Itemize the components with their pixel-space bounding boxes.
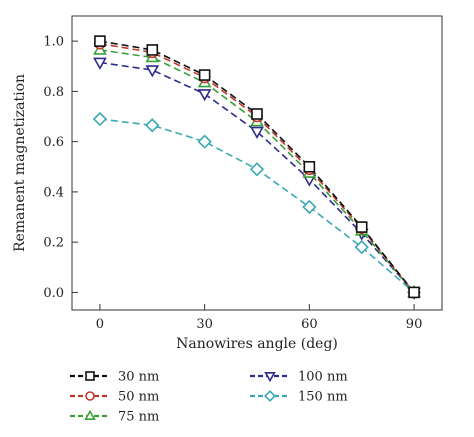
data-point: [250, 126, 264, 139]
legend-item: 30 nm: [70, 370, 159, 385]
legend-label: 50 nm: [118, 390, 159, 405]
y-tick-label: 0.8: [43, 85, 64, 100]
y-tick-label: 0.6: [43, 135, 64, 150]
data-point: [249, 162, 265, 177]
data-point: [94, 35, 106, 47]
y-tick-label: 0.4: [43, 185, 64, 200]
series-line: [99, 118, 415, 294]
legend-marker: [85, 371, 95, 381]
x-tick-label: 0: [96, 317, 104, 332]
y-tick-label: 0.2: [43, 236, 64, 251]
data-point: [146, 44, 159, 56]
plot-area: [92, 35, 422, 300]
y-axis-ticks: 0.0 0.2 0.4 0.6 0.8 1.0: [43, 35, 78, 301]
x-tick-label: 90: [406, 317, 423, 332]
legend-marker: [264, 371, 276, 383]
legend-item: 75 nm: [70, 410, 159, 425]
x-tick-label: 60: [301, 317, 318, 332]
data-point: [408, 286, 420, 299]
legend-item: 150 nm: [250, 390, 348, 405]
data-point: [197, 89, 212, 102]
legend-marker: [85, 391, 95, 401]
data-point: [355, 221, 368, 233]
series-line: [99, 61, 415, 293]
data-point: [303, 160, 316, 173]
legend-label: 100 nm: [298, 370, 348, 385]
legend-label: 75 nm: [118, 410, 159, 425]
data-point: [354, 240, 369, 255]
y-tick-label: 1.0: [43, 35, 64, 50]
legend-item: 100 nm: [250, 370, 348, 385]
data-point: [198, 69, 211, 81]
data-point: [92, 111, 108, 127]
plot-frame: [71, 15, 443, 311]
data-point: [145, 118, 160, 133]
legend: 30 nm 50 nm 75 nm 100 nm 150 nm: [70, 370, 348, 425]
x-axis-ticks: 0 30 60 90: [96, 304, 423, 332]
legend-marker: [264, 390, 276, 402]
legend-label: 150 nm: [298, 390, 348, 405]
x-axis-title: Nanowires angle (deg): [176, 336, 338, 352]
data-point: [145, 65, 160, 78]
legend-item: 50 nm: [70, 390, 159, 405]
data-point: [302, 199, 317, 215]
data-point: [251, 108, 263, 120]
legend-label: 30 nm: [118, 370, 159, 385]
legend-marker: [84, 409, 96, 421]
x-tick-label: 30: [196, 317, 213, 332]
data-point: [197, 134, 212, 149]
data-point: [93, 57, 107, 70]
y-axis-title: Remanent magnetization: [12, 74, 28, 252]
y-tick-label: 0.0: [43, 286, 64, 301]
